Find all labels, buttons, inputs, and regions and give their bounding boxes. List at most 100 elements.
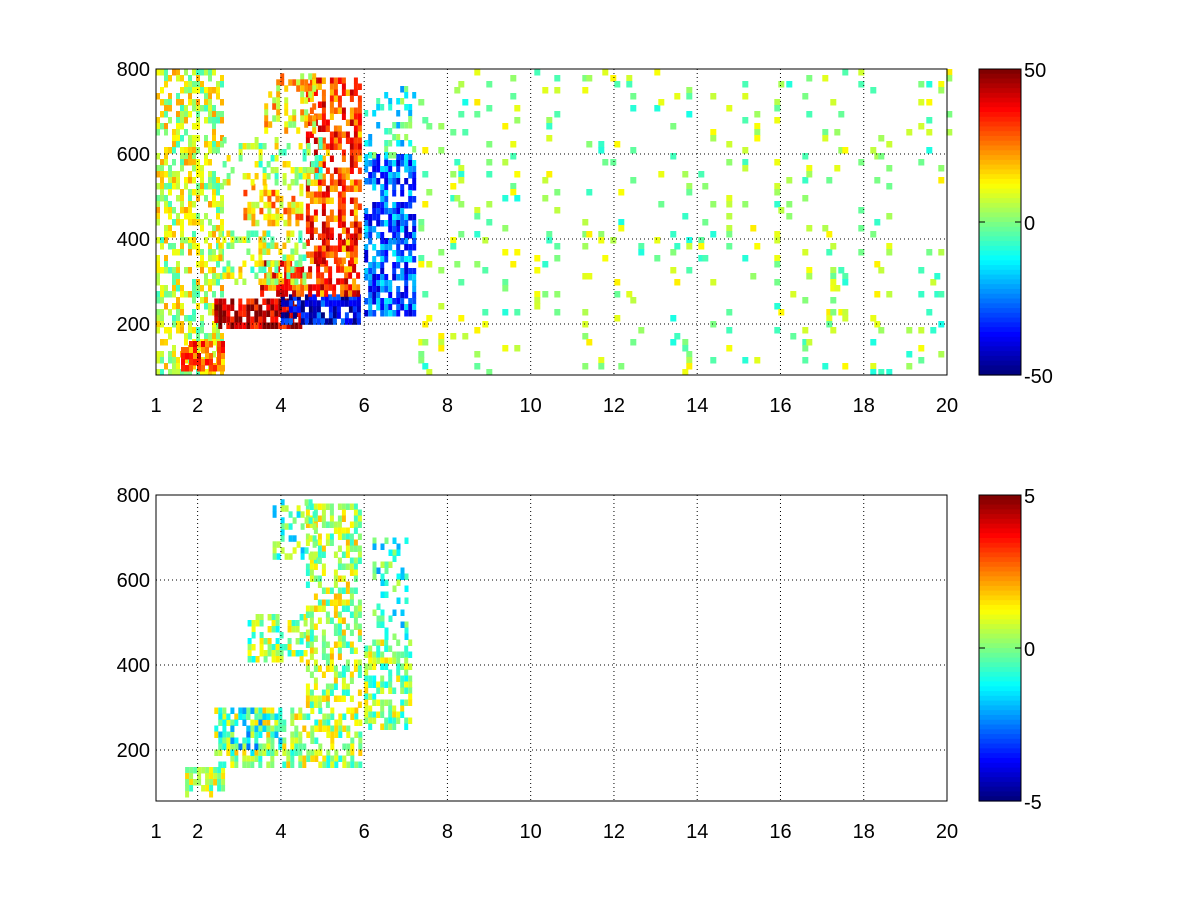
heatmap-cell	[404, 687, 409, 694]
heatmap-cell	[192, 189, 196, 196]
heatmap-cell	[345, 503, 350, 510]
heatmap-cell	[350, 743, 355, 750]
heatmap-cell	[238, 236, 243, 243]
heatmap-cell	[188, 171, 192, 178]
heatmap-cell	[250, 143, 255, 150]
heatmap-cell	[337, 527, 342, 534]
heatmap-cell	[299, 650, 304, 657]
heatmap-cell	[802, 345, 809, 352]
heatmap-cell	[308, 312, 313, 319]
heatmap-cell	[208, 243, 212, 250]
heatmap-cell	[408, 310, 413, 317]
heatmap-cell	[534, 291, 541, 298]
heatmap-cell	[204, 291, 208, 298]
heatmap-cell	[930, 327, 937, 334]
heatmap-cell	[324, 294, 329, 301]
heatmap-cell	[333, 137, 338, 144]
heatmap-cell	[474, 327, 481, 334]
heatmap-cell	[372, 681, 377, 688]
heatmap-cell	[321, 101, 326, 108]
heatmap-cell	[205, 779, 210, 786]
heatmap-cell	[345, 173, 350, 180]
heatmap-cell	[396, 220, 401, 227]
heatmap-cell	[189, 365, 193, 372]
heatmap-cell	[243, 213, 248, 221]
heatmap-cell	[313, 575, 318, 582]
heatmap-cell	[326, 755, 331, 762]
heatmap-cell	[774, 117, 781, 124]
heatmap-cell	[337, 557, 342, 564]
heatmap-cell	[196, 75, 200, 82]
heatmap-cell	[222, 719, 227, 726]
heatmap-cell	[278, 149, 283, 156]
heatmap-cell	[188, 93, 192, 100]
colorbar-segment	[979, 212, 1021, 218]
heatmap-cell	[220, 207, 224, 214]
heatmap-cell	[400, 663, 405, 670]
heatmap-cell	[192, 153, 196, 160]
heatmap-cell	[317, 605, 322, 612]
heatmap-cell	[325, 191, 330, 198]
heatmap-cell	[346, 761, 351, 768]
heatmap-cell	[340, 278, 345, 285]
heatmap-cell	[302, 713, 307, 720]
heatmap-cell	[164, 327, 168, 334]
heatmap-cell	[271, 620, 276, 627]
heatmap-cell	[364, 140, 369, 147]
heatmap-cell	[337, 629, 342, 636]
heatmap-cell	[358, 743, 363, 750]
heatmap-cell	[288, 284, 293, 291]
heatmap-cell	[328, 300, 333, 307]
x-tick-label: 6	[359, 821, 370, 843]
heatmap-cell	[189, 767, 194, 774]
heatmap-cell	[230, 749, 235, 756]
heatmap-cell	[364, 274, 369, 281]
heatmap-cell	[838, 111, 845, 118]
heatmap-cell	[196, 147, 200, 154]
heatmap-cell	[380, 262, 385, 269]
heatmap-cell	[380, 723, 385, 730]
heatmap-cell	[333, 185, 338, 192]
heatmap-cell	[349, 155, 354, 162]
heatmap-cell	[266, 173, 271, 180]
heatmap-cell	[438, 333, 445, 340]
heatmap-cell	[321, 161, 326, 168]
heatmap-cell	[259, 207, 264, 215]
heatmap-cell	[396, 122, 401, 129]
heatmap-cell	[412, 160, 417, 167]
heatmap-cell	[242, 304, 247, 311]
heatmap-cell	[353, 179, 358, 186]
heatmap-cell	[188, 153, 192, 160]
heatmap-cell	[474, 111, 481, 118]
heatmap-cell	[408, 190, 413, 197]
heatmap-cell	[392, 687, 397, 694]
heatmap-cell	[384, 152, 389, 159]
heatmap-cell	[250, 254, 255, 261]
heatmap-cell	[294, 725, 299, 732]
heatmap-cell	[376, 645, 381, 652]
heatmap-cell	[368, 663, 373, 670]
heatmap-cell	[337, 131, 342, 138]
heatmap-cell	[384, 639, 389, 646]
heatmap-cell	[356, 318, 361, 325]
heatmap-cell	[349, 587, 354, 594]
heatmap-cell	[204, 93, 208, 100]
heatmap-cell	[313, 659, 318, 666]
heatmap-cell	[356, 290, 361, 297]
heatmap-cell	[196, 195, 200, 202]
heatmap-cell	[357, 155, 362, 162]
x-tick-label: 6	[359, 395, 370, 417]
heatmap-cell	[312, 121, 317, 128]
heatmap-cell	[204, 279, 208, 286]
heatmap-cell	[184, 87, 188, 94]
heatmap-cell	[376, 262, 381, 269]
heatmap-cell	[313, 179, 318, 186]
heatmap-cell	[160, 309, 164, 316]
heatmap-cell	[408, 244, 413, 251]
colorbar-segment	[979, 241, 1021, 247]
heatmap-cell	[212, 255, 216, 262]
heatmap-cell	[554, 207, 561, 214]
heatmap-cell	[324, 284, 329, 291]
heatmap-cell	[352, 318, 357, 325]
heatmap-cell	[329, 245, 334, 252]
